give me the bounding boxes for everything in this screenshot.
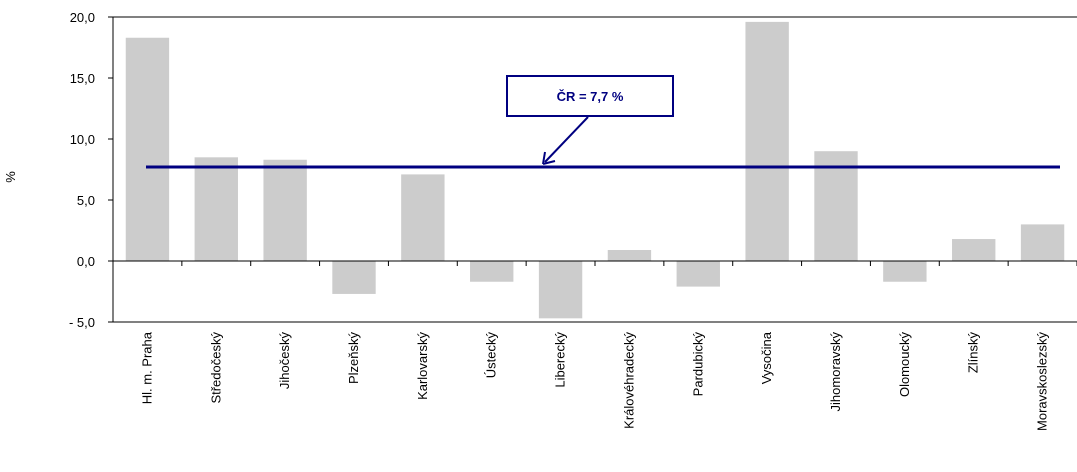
y-tick-label: 20,0 (70, 10, 95, 25)
bar (470, 261, 514, 282)
y-tick-label: 10,0 (70, 132, 95, 147)
x-category-label: Olomoucký (897, 332, 912, 398)
bar (745, 21, 789, 261)
x-category-label: Jihomoravský (828, 332, 843, 412)
bar (814, 151, 858, 261)
axes-group (112, 16, 1077, 323)
bar (194, 157, 238, 261)
x-category-label: Karlovarský (415, 332, 430, 400)
bar (332, 261, 376, 294)
annotation-label: ČR = 7,7 % (557, 89, 624, 104)
bar (401, 174, 445, 261)
bar (1020, 224, 1065, 261)
x-category-label: Středočeský (208, 332, 223, 404)
y-tick-label: 5,0 (77, 193, 95, 208)
bar (883, 261, 927, 282)
x-category-label: Plzeňský (346, 332, 361, 385)
annotation-arrow-shaft (544, 116, 589, 163)
reference-annotation: ČR = 7,7 % (506, 75, 674, 165)
x-labels-group: Hl. m. Praha Středočeský Jihočeský Plzeňský… (139, 331, 1049, 431)
bar (952, 239, 996, 261)
x-ticks-group (112, 261, 1077, 266)
x-category-label: Liberecký (553, 332, 568, 388)
x-category-label: Moravskoslezský (1035, 332, 1050, 431)
y-tick-label: 0,0 (77, 254, 95, 269)
annotation-box (506, 75, 674, 117)
x-category-label: Pardubický (690, 332, 705, 397)
x-category-label: Ústecký (484, 332, 499, 379)
bar (676, 261, 720, 287)
bar (125, 37, 170, 261)
y-ticks-group: 20,0 15,0 10,0 5,0 0,0 - 5,0 (69, 10, 113, 330)
bar (263, 159, 307, 261)
x-category-label: Zlínský (966, 332, 981, 374)
x-category-label: Královéhradecký (621, 332, 636, 429)
annotation-arrow-head (542, 151, 556, 165)
x-category-label: Vysočina (759, 331, 774, 384)
y-tick-label: 15,0 (70, 71, 95, 86)
y-tick-label: - 5,0 (69, 315, 95, 330)
bars-group (125, 21, 1065, 319)
x-category-label: Jihočeský (277, 332, 292, 390)
y-axis-label: % (3, 171, 18, 183)
bar (607, 250, 652, 261)
x-category-label: Hl. m. Praha (139, 331, 154, 404)
bar (538, 261, 583, 319)
